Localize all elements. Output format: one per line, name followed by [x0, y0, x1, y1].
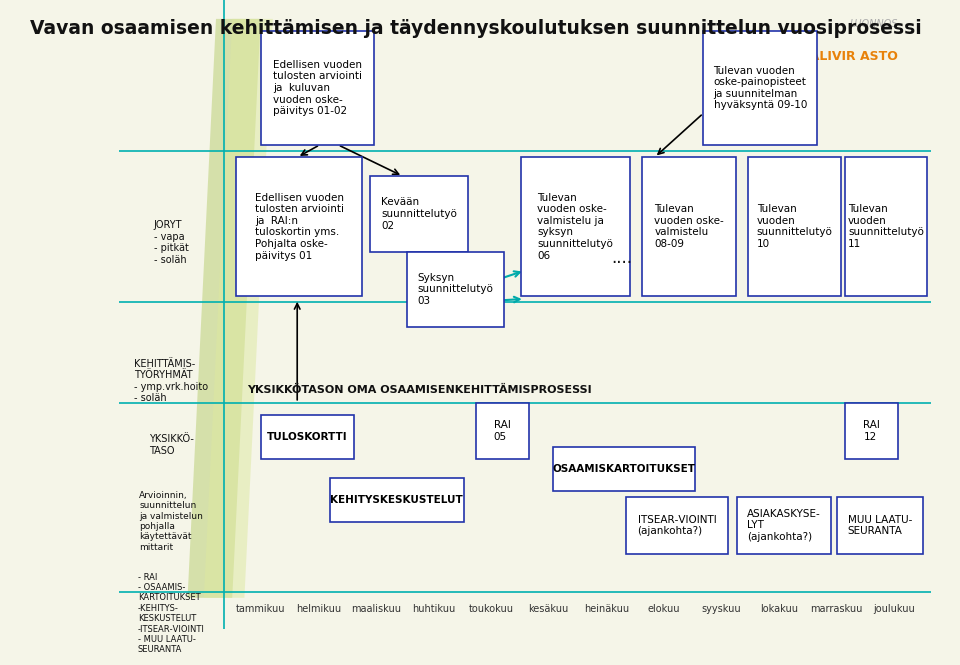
FancyBboxPatch shape	[261, 416, 354, 460]
Polygon shape	[187, 19, 261, 598]
Text: marraskuu: marraskuu	[810, 604, 862, 614]
FancyBboxPatch shape	[737, 497, 830, 554]
Text: YKSIKKÖ-
TASO: YKSIKKÖ- TASO	[149, 434, 194, 456]
Text: LUONNOS: LUONNOS	[850, 19, 899, 29]
Text: Edellisen vuoden
tulosten arviointi
ja  kuluvan
vuoden oske-
päivitys 01-02: Edellisen vuoden tulosten arviointi ja k…	[273, 60, 362, 116]
FancyBboxPatch shape	[553, 447, 695, 491]
Text: KEHITYSKESKUSTELUT: KEHITYSKESKUSTELUT	[330, 495, 463, 505]
Text: ASIAKASKYSE-
LYT
(ajankohta?): ASIAKASKYSE- LYT (ajankohta?)	[747, 509, 821, 542]
FancyBboxPatch shape	[329, 478, 464, 522]
Text: Tulevan
vuoden
suunnittelutyö
11: Tulevan vuoden suunnittelutyö 11	[848, 204, 924, 249]
Text: Arvioinnin,
suunnittelun
ja valmistelun
pohjalla
käytettävät
mittarit: Arvioinnin, suunnittelun ja valmistelun …	[139, 491, 204, 552]
Text: helmikuu: helmikuu	[296, 604, 341, 614]
Text: RAI
12: RAI 12	[863, 420, 880, 442]
Text: lokakuu: lokakuu	[759, 604, 798, 614]
Text: Vavan osaamisen kehittämisen ja täydennyskoulutuksen suunnittelun vuosiprosessi: Vavan osaamisen kehittämisen ja täydenny…	[30, 19, 922, 38]
Text: tammikuu: tammikuu	[236, 604, 286, 614]
FancyBboxPatch shape	[642, 158, 735, 296]
Text: JORYT
- vapa
- pitkät
- soläh: JORYT - vapa - pitkät - soläh	[154, 220, 189, 265]
Text: elokuu: elokuu	[647, 604, 680, 614]
FancyBboxPatch shape	[846, 403, 899, 460]
Text: OSAAMISKARTOITUKSET: OSAAMISKARTOITUKSET	[553, 464, 696, 474]
FancyBboxPatch shape	[520, 158, 630, 296]
Text: toukokuu: toukokuu	[468, 604, 514, 614]
FancyBboxPatch shape	[476, 403, 529, 460]
Text: Tulevan
vuoden
suunnittelutyö
10: Tulevan vuoden suunnittelutyö 10	[756, 204, 832, 249]
FancyBboxPatch shape	[236, 158, 362, 296]
Text: YKSIKKÖTASON OMA OSAAMISENKEHITTÄMISPROSESSI: YKSIKKÖTASON OMA OSAAMISENKEHITTÄMISPROS…	[247, 385, 591, 395]
Text: ITSEAR­VIOINTI
(ajankohta?): ITSEAR­VIOINTI (ajankohta?)	[637, 515, 716, 536]
Text: Edellisen vuoden
tulosten arviointi
ja  RAI:n
tuloskortin yms.
Pohjalta oske-
pä: Edellisen vuoden tulosten arviointi ja R…	[254, 193, 344, 261]
Text: syyskuu: syyskuu	[702, 604, 741, 614]
Text: Syksyn
suunnittelutyö
03: Syksyn suunnittelutyö 03	[418, 273, 493, 306]
Text: Tulevan vuoden
oske-painopisteet
ja suunnitelman
hyväksyntä 09-10: Tulevan vuoden oske-painopisteet ja suun…	[713, 66, 806, 110]
Text: - RAI
- OSAAMIS-
KARTOITUKSET
-KEHITYS-
KESKUSTELUT
-ITSEAR­VIOINTI
- MUU LAATU-: - RAI - OSAAMIS- KARTOITUKSET -KEHITYS- …	[138, 573, 204, 654]
Text: MUU LAATU-
SEURANTA: MUU LAATU- SEURANTA	[848, 515, 912, 536]
Text: maaliskuu: maaliskuu	[351, 604, 401, 614]
FancyBboxPatch shape	[748, 158, 841, 296]
Text: Kevään
suunnittelutyö
02: Kevään suunnittelutyö 02	[381, 198, 457, 231]
FancyBboxPatch shape	[626, 497, 728, 554]
Text: TULOSKORTTI: TULOSKORTTI	[267, 432, 348, 442]
FancyBboxPatch shape	[407, 252, 504, 327]
Text: RAI
05: RAI 05	[493, 420, 511, 442]
Text: heinäkuu: heinäkuu	[584, 604, 629, 614]
Text: ....: ....	[612, 249, 633, 267]
Text: kesäkuu: kesäkuu	[529, 604, 568, 614]
Text: huhtikuu: huhtikuu	[412, 604, 455, 614]
Polygon shape	[204, 19, 273, 598]
Text: KEHITTÄMIS-
TYÖRYHMÄT
- ymp.vrk.hoito
- soläh: KEHITTÄMIS- TYÖRYHMÄT - ymp.vrk.hoito - …	[134, 358, 208, 404]
Text: Tulevan
vuoden oske-
valmistelu
08-09: Tulevan vuoden oske- valmistelu 08-09	[655, 204, 724, 249]
Text: Tulevan
vuoden oske-
valmistelu ja
syksyn
suunnittelutyö
06: Tulevan vuoden oske- valmistelu ja syksy…	[538, 193, 613, 261]
Text: joulukuu: joulukuu	[873, 604, 915, 614]
FancyBboxPatch shape	[371, 176, 468, 252]
Text: SOSIAALIVIR ASTO: SOSIAALIVIR ASTO	[767, 51, 899, 63]
FancyBboxPatch shape	[704, 31, 817, 145]
FancyBboxPatch shape	[261, 31, 374, 145]
FancyBboxPatch shape	[846, 158, 926, 296]
FancyBboxPatch shape	[837, 497, 923, 554]
